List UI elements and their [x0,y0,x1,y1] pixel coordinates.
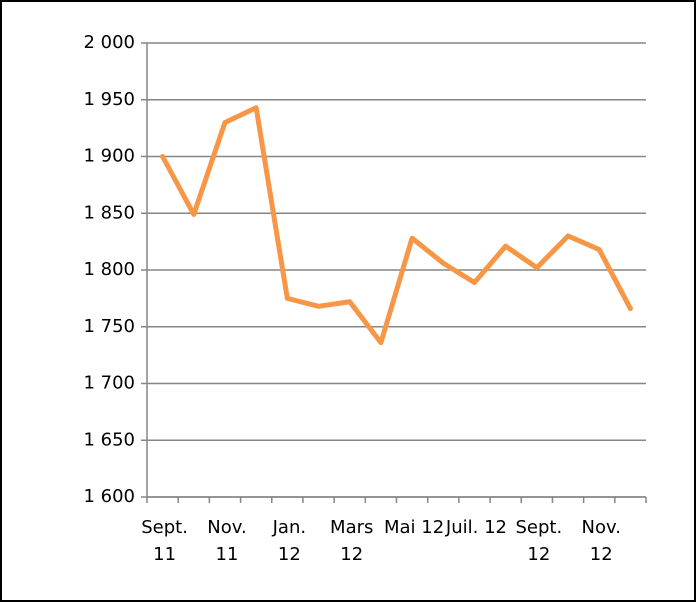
y-tick-label: 1 900 [83,146,135,167]
x-tick-label: Mars 12 [330,517,374,565]
y-tick-label: 1 750 [83,316,135,337]
x-tick-label: Nov. 11 [207,517,247,565]
y-tick-label: 1 800 [83,259,135,280]
y-tick-label: 1 600 [83,486,135,507]
y-tick-label: 1 950 [83,89,135,110]
x-tick-label: Juil. 12 [445,517,507,538]
x-tick-label: Sept. 12 [515,517,563,565]
y-tick-label: 1 650 [83,429,135,450]
x-tick-label: Mai 12 [384,517,445,538]
x-tick-label: Nov. 12 [581,517,621,565]
y-tick-label: 1 700 [83,373,135,394]
y-tick-label: 2 000 [83,32,135,53]
line-series [160,105,633,346]
x-tick-label: Jan. 12 [272,517,307,565]
x-tick-label: Sept. 11 [141,517,188,565]
y-tick-label: 1 850 [83,202,135,223]
